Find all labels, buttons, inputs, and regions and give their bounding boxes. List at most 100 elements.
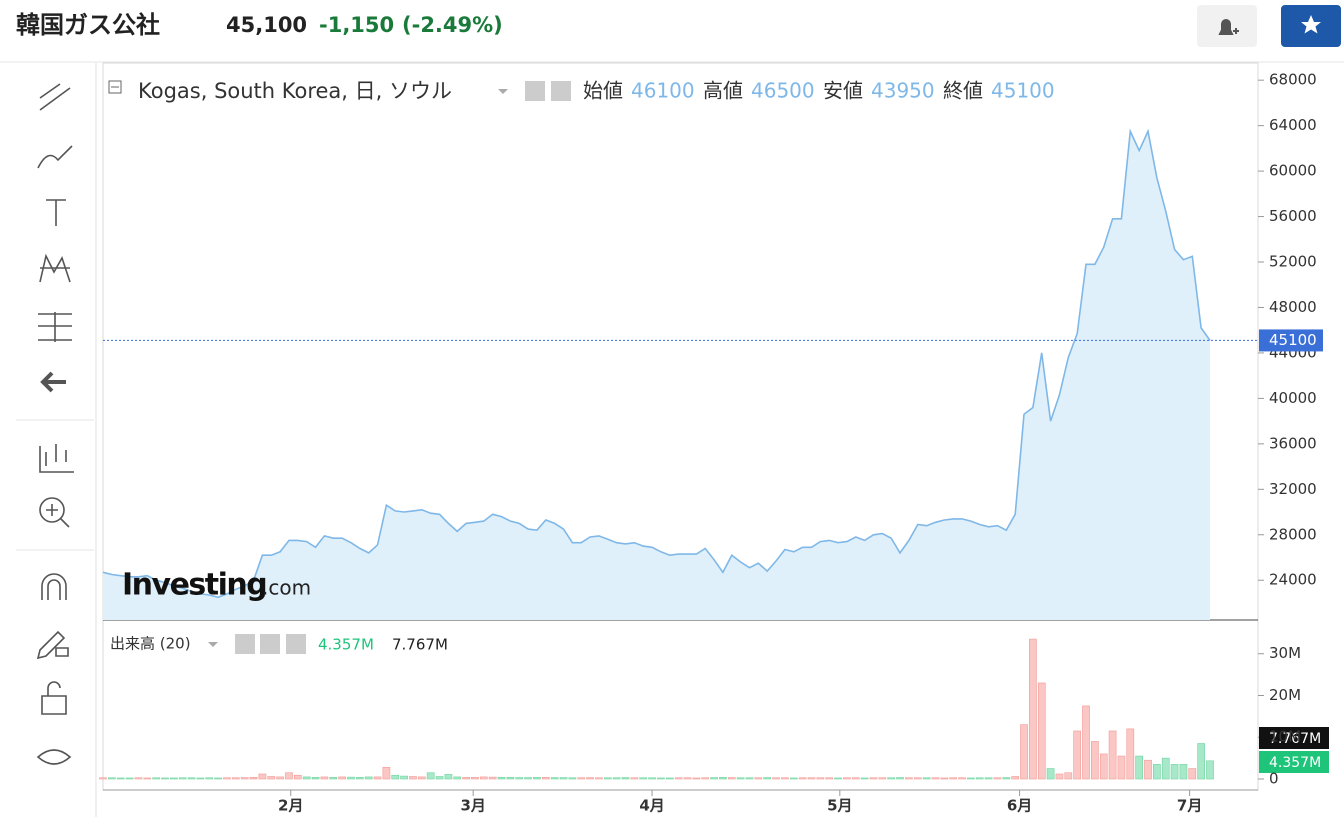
y-tick-label: 28000 <box>1269 525 1317 543</box>
volume-bar <box>497 777 506 780</box>
volume-bar <box>338 776 346 780</box>
volume-bar <box>692 777 701 780</box>
volume-bar <box>807 777 816 780</box>
volume-bar <box>1161 757 1170 780</box>
collapse-button[interactable] <box>108 80 122 94</box>
volume-bar <box>577 777 586 780</box>
volume-bar <box>639 777 648 780</box>
volume-bar <box>1135 755 1143 780</box>
price: 45,100 <box>226 13 307 37</box>
volume-bar <box>648 777 656 780</box>
volume-bar <box>550 777 559 780</box>
close-value: 45100 <box>991 79 1055 103</box>
volume-bar <box>231 777 240 780</box>
last-price-label: 45100 <box>1269 331 1317 349</box>
volume-bar <box>364 776 373 780</box>
volume-bar <box>665 777 674 780</box>
header-bg <box>0 0 1344 62</box>
volume-bar <box>320 776 329 780</box>
y-tick-label: 36000 <box>1269 434 1317 452</box>
last-price-tag <box>1259 329 1323 352</box>
lock-draw-tool[interactable] <box>36 630 69 660</box>
volume-bar <box>1073 730 1082 780</box>
volume-bar <box>763 777 772 780</box>
volume-bar <box>214 777 222 780</box>
volume-bar <box>178 777 187 780</box>
volume-bar <box>621 777 630 780</box>
volume-bar <box>586 777 594 780</box>
volume-bar <box>285 772 293 780</box>
pattern-tool[interactable] <box>39 253 71 283</box>
volume-bar <box>1020 724 1028 780</box>
volume-bar <box>1055 773 1064 780</box>
average-tag-text: 7.767M <box>1269 731 1321 747</box>
y-tick-label: 52000 <box>1269 253 1317 271</box>
volume-bar <box>710 777 718 780</box>
volume-bar <box>1144 759 1152 780</box>
x-tick-label: 4月 <box>639 797 664 815</box>
volume-bar <box>1082 705 1090 780</box>
x-tick-label: 5月 <box>827 797 852 815</box>
volume-bar <box>860 777 869 780</box>
indicator-tool[interactable] <box>39 444 74 473</box>
fib-tool[interactable] <box>38 312 72 342</box>
visibility-tool[interactable] <box>36 749 72 765</box>
volume-bar <box>382 767 391 780</box>
dropdown[interactable] <box>208 642 218 647</box>
volume-bar <box>1011 776 1020 780</box>
volume-bar <box>922 777 931 780</box>
volume-bar <box>630 777 639 780</box>
y-tick-label: 56000 <box>1269 207 1317 225</box>
volume-bar <box>825 777 834 780</box>
settings-button[interactable] <box>260 634 280 654</box>
volume-bar <box>657 777 665 780</box>
y-tick-label: 60000 <box>1269 162 1317 180</box>
volume-bar <box>1188 768 1197 780</box>
brush-tool[interactable] <box>37 145 73 169</box>
volume-bar <box>302 776 311 780</box>
volume-bar <box>958 777 966 780</box>
volume-bar <box>329 777 338 780</box>
eye-button[interactable] <box>235 634 255 654</box>
volume-bar <box>674 777 683 780</box>
zoom-tool[interactable] <box>39 497 70 528</box>
back-button[interactable] <box>40 371 66 393</box>
dropdown[interactable] <box>498 89 508 94</box>
eye-button[interactable] <box>525 81 545 101</box>
volume-bar <box>240 777 249 780</box>
volume-bar <box>488 776 497 780</box>
lock-tool[interactable] <box>41 681 67 715</box>
volume-bar <box>533 777 541 780</box>
volume-bar <box>719 777 727 780</box>
volume-bar <box>727 777 736 780</box>
volume-bar <box>355 777 364 780</box>
remove-button[interactable] <box>286 634 306 654</box>
volume-bar <box>426 772 435 780</box>
volume-bar <box>754 777 763 780</box>
watermark-brand: Investing <box>122 568 266 603</box>
volume-bar <box>736 777 745 780</box>
volume-bar <box>161 777 169 780</box>
volume-bar <box>603 777 612 780</box>
volume-bar <box>878 777 887 780</box>
volume-bar <box>967 777 975 780</box>
y-tick-label: 30M <box>1269 644 1301 662</box>
volume-bar <box>249 777 258 780</box>
magnet-tool[interactable] <box>41 573 67 600</box>
volume-bar <box>745 777 754 780</box>
settings-button[interactable] <box>551 81 571 101</box>
volume-bar <box>541 777 550 780</box>
text-tool[interactable] <box>46 199 66 226</box>
volume-bar <box>1179 764 1188 780</box>
y-tick-label: 32000 <box>1269 480 1317 498</box>
current-tag <box>1259 751 1329 773</box>
title: 韓国ガス公社 <box>16 11 160 39</box>
high-value: 46500 <box>751 79 815 103</box>
current-tag-text: 4.357M <box>1269 755 1321 771</box>
volume-bar <box>462 777 470 780</box>
volume-bar <box>196 777 205 780</box>
volume-bar <box>471 777 479 780</box>
volume-bar <box>391 774 400 780</box>
y-tick-label: 20M <box>1269 686 1301 704</box>
